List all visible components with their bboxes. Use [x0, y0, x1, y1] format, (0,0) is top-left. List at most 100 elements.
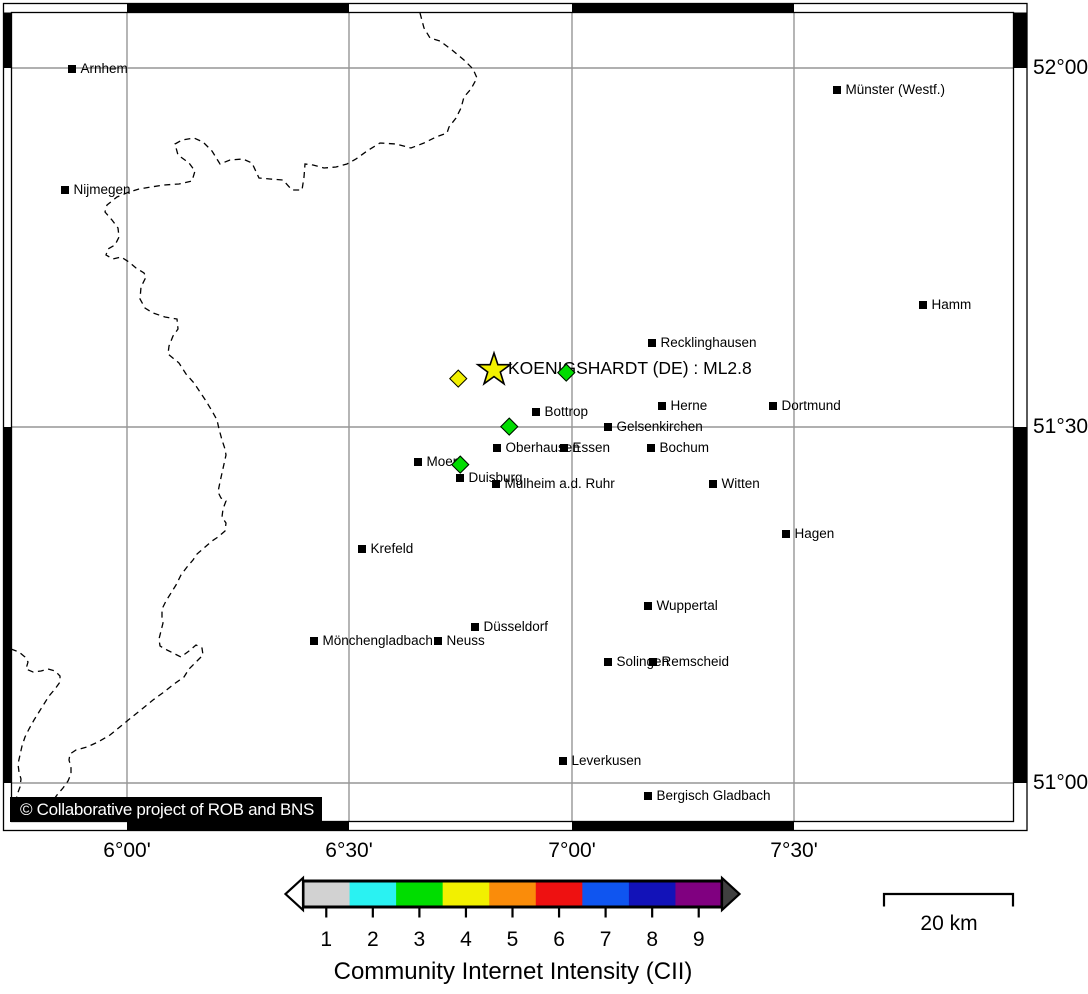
frame-tick-band [1013, 427, 1027, 783]
longitude-label: 6°00' [103, 839, 151, 862]
city-marker [918, 300, 928, 310]
frame-tick-band [572, 821, 794, 831]
distance-scalebar [882, 892, 1015, 907]
cii-level-number: 2 [366, 928, 379, 951]
city-label: Herne [670, 398, 708, 413]
legend-title: Community Internet Intensity (CII) [333, 958, 693, 985]
frame-tick-band [3, 12, 12, 68]
cii-level-cell [349, 881, 397, 907]
city-label: Arnhem [80, 61, 128, 76]
longitude-label: 7°30' [770, 839, 818, 862]
cii-level-cell [303, 881, 351, 907]
city-label: Nijmegen [73, 182, 131, 197]
city-label: Dortmund [781, 398, 841, 413]
city-marker [648, 657, 658, 667]
cii-level-number: 6 [553, 928, 565, 951]
city-label: Gelsenkirchen [616, 419, 703, 434]
cii-level-cell [489, 881, 537, 907]
city-label: Wuppertal [656, 598, 718, 613]
city-label: Bergisch Gladbach [656, 788, 771, 803]
city-marker [60, 185, 70, 195]
country-border-lines [10, 12, 478, 823]
cii-colorbar [283, 875, 742, 918]
city-marker [559, 443, 569, 453]
latitude-label: 52°00' [1033, 56, 1088, 79]
city-marker [646, 443, 656, 453]
city-marker [413, 457, 423, 467]
city-label: Solingen [616, 654, 670, 669]
cii-level-number: 4 [460, 928, 472, 951]
longitude-label: 7°00' [548, 839, 596, 862]
city-label: Mönchengladbach [322, 633, 433, 648]
copyright-text: © Collaborative project of ROB and BNS [20, 800, 315, 819]
city-marker [531, 407, 541, 417]
latitude-label: 51°30' [1033, 415, 1088, 438]
cii-level-cell [675, 881, 723, 907]
city-marker [768, 401, 778, 411]
frame-tick-band [127, 821, 349, 831]
city-marker [708, 479, 718, 489]
latitude-label: 51°00' [1033, 771, 1088, 794]
epicenter-star [475, 350, 513, 386]
cii-level-number: 5 [506, 928, 519, 951]
city-marker [558, 756, 568, 766]
city-label: Oberhausen [505, 440, 580, 455]
city-marker [643, 791, 653, 801]
city-label: Essen [572, 440, 611, 455]
city-marker [657, 401, 667, 411]
copyright-box [10, 797, 322, 822]
city-label: Duisburg [468, 470, 523, 485]
city-marker [647, 338, 657, 348]
city-marker [603, 657, 613, 667]
border-west-segment [10, 648, 61, 810]
city-marker [603, 422, 613, 432]
longitude-label: 6°30' [325, 839, 373, 862]
city-marker [433, 636, 443, 646]
cii-level-number: 7 [599, 928, 612, 951]
city-marker [643, 601, 653, 611]
frame-outer-line [2, 2, 1028, 832]
graticule [11, 12, 1014, 822]
frame-tick-band [3, 427, 12, 783]
city-label: Neuss [446, 633, 485, 648]
city-marker [781, 529, 791, 539]
city-label: Bottrop [544, 404, 589, 419]
frame-tick-band [127, 3, 349, 13]
city-marker [470, 622, 480, 632]
frame-inner-line [10, 11, 1015, 823]
city-label: Bochum [659, 440, 710, 455]
colorbar-right-arrow-icon [720, 875, 742, 913]
city-label: Krefeld [370, 541, 414, 556]
city-label: Hamm [931, 297, 972, 312]
city-label: Düsseldorf [483, 619, 549, 634]
cii-level-cell [396, 881, 444, 907]
cii-level-number: 8 [646, 928, 658, 951]
cii-level-number: 3 [413, 928, 426, 951]
city-label: Recklinghausen [660, 335, 757, 350]
colorbar-left-arrow-icon [283, 875, 305, 913]
city-label: Witten [721, 476, 760, 491]
city-marker [357, 544, 367, 554]
cii-level-number: 9 [692, 928, 705, 951]
city-marker [492, 443, 502, 453]
city-label: Leverkusen [571, 753, 642, 768]
cii-level-cell [582, 881, 630, 907]
city-marker [309, 636, 319, 646]
map-frame [2, 2, 1028, 832]
cii-level-cell [442, 881, 490, 907]
frame-tick-band [572, 3, 794, 13]
city-label: Hagen [794, 526, 835, 541]
frame-tick-band [1013, 12, 1027, 68]
city-marker [67, 64, 77, 74]
cii-level-cell [535, 881, 583, 907]
cii-level-cell [628, 881, 676, 907]
city-label: Remscheid [661, 654, 730, 669]
city-label: Münster (Westf.) [845, 82, 946, 97]
cii-level-number: 1 [320, 928, 333, 951]
city-marker [491, 479, 501, 489]
city-marker [455, 473, 465, 483]
city-label: Mülheim a.d. Ruhr [504, 476, 615, 491]
epicenter-label: KOENIGSHARDT (DE) : ML2.8 [508, 358, 752, 378]
